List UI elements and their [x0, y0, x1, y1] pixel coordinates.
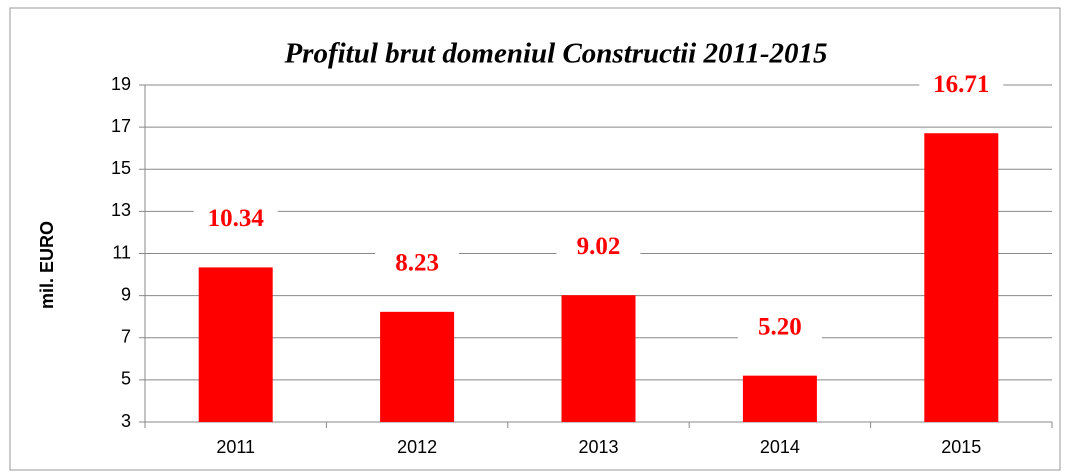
y-tick-label: 3 — [121, 411, 131, 431]
x-tick-label: 2015 — [941, 437, 981, 457]
x-tick-label: 2011 — [216, 437, 255, 457]
y-tick-label: 13 — [111, 200, 131, 220]
data-label-bg — [919, 69, 1004, 104]
y-axis-label: mil. EURO — [37, 221, 57, 309]
data-label: 16.71 — [933, 71, 989, 98]
data-label-bg — [193, 203, 278, 238]
bar — [198, 267, 273, 422]
chart-title: Profitul brut domeniul Constructii 2011-… — [283, 38, 827, 70]
y-tick-label: 11 — [112, 242, 131, 262]
data-label: 8.23 — [395, 250, 439, 277]
chart-border — [9, 7, 1061, 471]
x-tick-label: 2013 — [578, 437, 618, 457]
y-tick-label: 15 — [111, 158, 131, 178]
data-label: 9.02 — [577, 233, 621, 260]
y-tick-label: 19 — [111, 74, 131, 94]
x-tick-label: 2014 — [760, 437, 800, 457]
data-label-bg — [556, 231, 641, 266]
x-tick-label: 2012 — [397, 437, 437, 457]
bar — [742, 375, 817, 422]
bar — [380, 311, 455, 422]
y-tick-label: 5 — [121, 369, 131, 389]
data-label-bg — [737, 311, 822, 346]
bar — [561, 295, 636, 422]
y-tick-label: 17 — [111, 116, 131, 136]
bar — [924, 133, 999, 422]
y-tick-label: 9 — [121, 284, 131, 304]
data-label-bg — [375, 247, 460, 282]
y-tick-label: 7 — [121, 327, 131, 347]
data-label: 10.34 — [208, 205, 265, 232]
data-label: 5.20 — [758, 313, 802, 340]
